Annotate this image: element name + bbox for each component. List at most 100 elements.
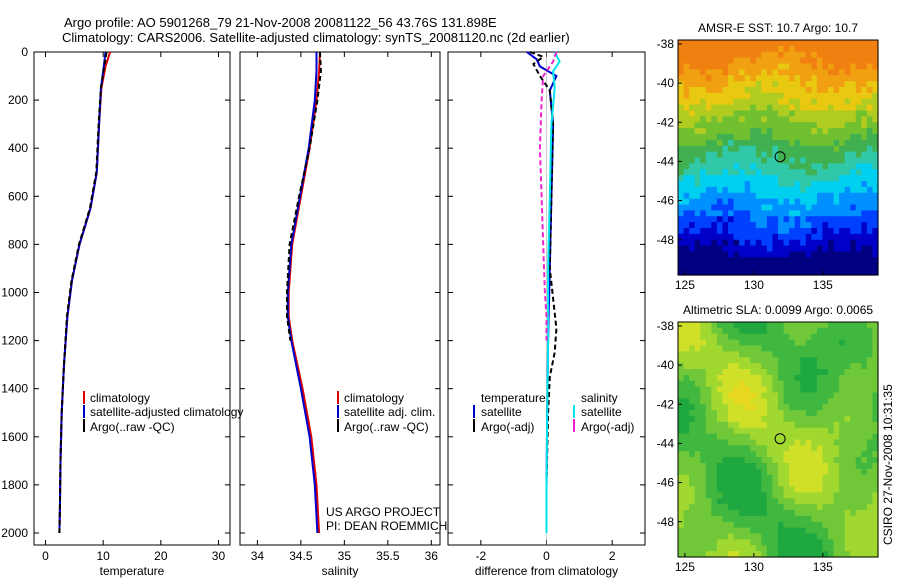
heatmap-cell bbox=[722, 504, 729, 511]
heatmap-cell bbox=[833, 498, 840, 505]
heatmap-cell bbox=[833, 322, 840, 329]
heatmap-cell bbox=[789, 515, 796, 523]
heatmap-cell bbox=[828, 404, 835, 411]
project-name: US ARGO PROJECT bbox=[326, 505, 441, 519]
heatmap-cell bbox=[755, 186, 762, 194]
heatmap-cell bbox=[822, 251, 829, 258]
heatmap-cell bbox=[839, 239, 846, 247]
heatmap-cell bbox=[705, 204, 712, 211]
heatmap-cell bbox=[850, 339, 857, 347]
heatmap-cell bbox=[700, 116, 707, 123]
heatmap-cell bbox=[722, 351, 729, 358]
heatmap-cell bbox=[761, 510, 768, 517]
heatmap-cell bbox=[761, 222, 768, 229]
heatmap-cell bbox=[755, 104, 762, 112]
heatmap-cell bbox=[816, 257, 824, 264]
heatmap-cell bbox=[800, 468, 807, 476]
heatmap-cell bbox=[789, 357, 796, 364]
heatmap-cell bbox=[794, 151, 801, 159]
heatmap-cell bbox=[694, 45, 701, 53]
heatmap-cell bbox=[789, 498, 796, 505]
heatmap-cell bbox=[772, 457, 779, 464]
heatmap-cell bbox=[816, 380, 824, 388]
heatmap-cell bbox=[794, 269, 801, 276]
heatmap-cell bbox=[872, 351, 879, 358]
heatmap-cell bbox=[722, 322, 729, 329]
heatmap-cell bbox=[811, 527, 818, 535]
heatmap-cell bbox=[689, 81, 696, 88]
heatmap-cell bbox=[739, 69, 746, 76]
heatmap-cell bbox=[866, 339, 874, 347]
heatmap-cell bbox=[800, 51, 807, 59]
heatmap-cell bbox=[728, 504, 735, 511]
heatmap-cell bbox=[761, 457, 768, 464]
heatmap-cell bbox=[716, 175, 724, 182]
heatmap-cell bbox=[794, 51, 801, 59]
heatmap-cell bbox=[861, 87, 868, 94]
heatmap-cell bbox=[755, 333, 762, 341]
heatmap-cell bbox=[778, 327, 785, 335]
heatmap-cell bbox=[711, 515, 718, 523]
heatmap-cell bbox=[750, 510, 757, 517]
heatmap-cell bbox=[822, 40, 829, 47]
heatmap-cell bbox=[716, 198, 724, 206]
heatmap-cell bbox=[700, 421, 707, 429]
heatmap-cell bbox=[872, 480, 879, 488]
heatmap-cell bbox=[844, 345, 851, 352]
heatmap-cell bbox=[678, 122, 685, 129]
heatmap-cell bbox=[811, 445, 818, 452]
heatmap-cell bbox=[778, 463, 785, 470]
heatmap-cell bbox=[716, 210, 724, 217]
heatmap-cell bbox=[850, 192, 857, 200]
heatmap-cell bbox=[678, 521, 685, 529]
heatmap-cell bbox=[872, 210, 879, 217]
heatmap-cell bbox=[689, 439, 696, 446]
heatmap-cell bbox=[766, 81, 774, 88]
heatmap-cell bbox=[733, 386, 740, 394]
heatmap-cell bbox=[850, 480, 857, 488]
heatmap-cell bbox=[728, 369, 735, 376]
heatmap-cell bbox=[694, 392, 701, 399]
heatmap-cell bbox=[822, 186, 829, 194]
heatmap-cell bbox=[683, 75, 690, 82]
heatmap-cell bbox=[722, 228, 729, 235]
heatmap-cell bbox=[844, 134, 851, 141]
heatmap-cell bbox=[694, 81, 701, 88]
heatmap-cell bbox=[794, 210, 801, 217]
heatmap-cell bbox=[761, 427, 768, 435]
heatmap-cell bbox=[728, 157, 735, 164]
heatmap-cell bbox=[772, 263, 779, 270]
heatmap-cell bbox=[755, 169, 762, 176]
heatmap-cell bbox=[800, 192, 807, 200]
heatmap-cell bbox=[750, 474, 757, 482]
heatmap-cell bbox=[772, 63, 779, 70]
heatmap-cell bbox=[805, 445, 812, 452]
heatmap-cell bbox=[844, 269, 851, 276]
heatmap-cell bbox=[744, 545, 751, 552]
heatmap-cell bbox=[778, 216, 785, 223]
heatmap-cell bbox=[744, 533, 751, 540]
heatmap-cell bbox=[861, 228, 868, 235]
heatmap-cell bbox=[839, 245, 846, 253]
heatmap-cell bbox=[855, 433, 862, 441]
heatmap-cell bbox=[733, 181, 740, 188]
heatmap-cell bbox=[689, 269, 696, 276]
heatmap-cell bbox=[855, 145, 862, 153]
heatmap-cell bbox=[833, 486, 840, 493]
heatmap-cell bbox=[811, 228, 818, 235]
heatmap-cell bbox=[772, 157, 779, 164]
heatmap-cell bbox=[794, 527, 801, 535]
heatmap-cell bbox=[783, 104, 790, 112]
heatmap-cell bbox=[694, 40, 701, 47]
heatmap-cell bbox=[761, 216, 768, 223]
heatmap-cell bbox=[783, 392, 790, 399]
heatmap-cell bbox=[744, 386, 751, 394]
heatmap-cell bbox=[689, 75, 696, 82]
heatmap-cell bbox=[772, 186, 779, 194]
heatmap-cell bbox=[694, 345, 701, 352]
heatmap-cell bbox=[833, 175, 840, 182]
heatmap-cell bbox=[772, 51, 779, 59]
heatmap-cell bbox=[805, 163, 812, 170]
heatmap-cell bbox=[733, 169, 740, 176]
temperature-x-axis-label: temperature bbox=[100, 564, 165, 578]
